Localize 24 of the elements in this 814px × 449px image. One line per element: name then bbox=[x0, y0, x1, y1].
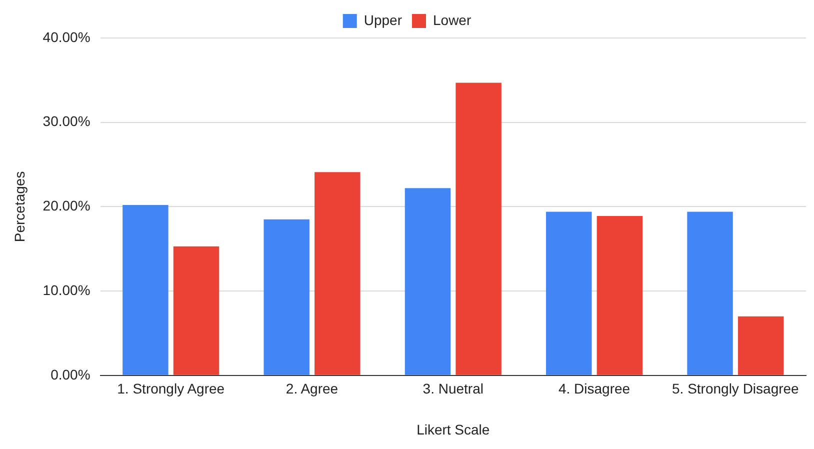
x-tick-label: 1. Strongly Agree bbox=[117, 380, 225, 397]
bar bbox=[546, 212, 592, 375]
y-tick-label: 10.00% bbox=[42, 282, 90, 298]
legend-label: Lower bbox=[433, 12, 472, 28]
y-tick-label: 40.00% bbox=[42, 28, 90, 45]
x-axis-title: Likert Scale bbox=[416, 421, 490, 438]
y-tick-label: 20.00% bbox=[42, 198, 90, 214]
y-tick-label: 30.00% bbox=[42, 113, 90, 130]
bar bbox=[456, 82, 502, 375]
y-tick-label: 0.00% bbox=[50, 366, 90, 382]
x-tick-label: 3. Nuetral bbox=[422, 380, 484, 397]
bar bbox=[314, 172, 360, 375]
x-tick-label: 5. Strongly Disagree bbox=[672, 380, 800, 397]
bar bbox=[738, 316, 784, 375]
bar bbox=[173, 246, 220, 375]
bar bbox=[122, 205, 168, 375]
bar bbox=[596, 216, 643, 375]
bar bbox=[264, 219, 310, 375]
bar bbox=[687, 212, 733, 375]
bar bbox=[404, 188, 451, 375]
legend-label: Upper bbox=[364, 12, 402, 28]
y-axis-title: Percetages bbox=[11, 171, 28, 242]
x-tick-label: 2. Agree bbox=[286, 380, 338, 397]
x-tick-label: 4. Disagree bbox=[558, 380, 630, 397]
